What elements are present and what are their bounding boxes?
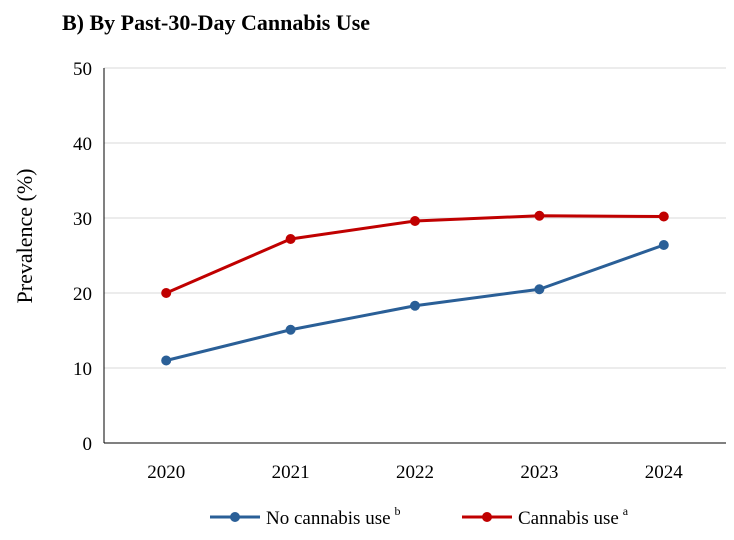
series-line — [165, 214, 664, 295]
data-point — [658, 240, 669, 250]
x-tick-label: 2022 — [396, 462, 434, 483]
series-2 — [161, 210, 669, 298]
legend: No cannabis use b Cannabis use a — [210, 504, 629, 529]
y-axis-ticks: 0 10 20 30 40 50 — [73, 59, 92, 455]
data-point — [285, 234, 296, 244]
chart-title: B) By Past-30-Day Cannabis Use — [62, 10, 370, 35]
y-tick-label: 0 — [83, 434, 93, 455]
legend-item: No cannabis use b — [210, 504, 401, 529]
series-layer — [161, 210, 669, 366]
data-point — [534, 210, 545, 221]
y-tick-label: 30 — [73, 209, 92, 230]
data-point — [410, 216, 420, 226]
legend-label: No cannabis use b — [266, 504, 401, 529]
series-1 — [161, 240, 669, 366]
y-tick-label: 20 — [73, 284, 92, 305]
legend-marker — [230, 512, 240, 522]
x-tick-label: 2020 — [147, 462, 185, 483]
legend-item: Cannabis use a — [462, 504, 629, 529]
data-point — [658, 211, 669, 222]
y-tick-label: 10 — [73, 359, 92, 380]
data-point — [161, 355, 172, 366]
x-tick-label: 2021 — [272, 462, 310, 483]
y-tick-label: 40 — [73, 134, 92, 155]
data-point — [410, 300, 420, 311]
legend-marker — [482, 512, 492, 522]
x-axis-ticks: 2020 2021 2022 2023 2024 — [147, 462, 683, 483]
legend-label: Cannabis use a — [518, 504, 629, 529]
x-tick-label: 2024 — [645, 462, 684, 483]
data-point — [161, 288, 172, 298]
x-tick-label: 2023 — [520, 462, 558, 483]
y-axis-label: Prevalence (%) — [12, 169, 37, 304]
data-point — [285, 324, 296, 335]
axes — [103, 68, 726, 444]
y-tick-label: 50 — [73, 59, 92, 80]
data-point — [534, 284, 545, 295]
